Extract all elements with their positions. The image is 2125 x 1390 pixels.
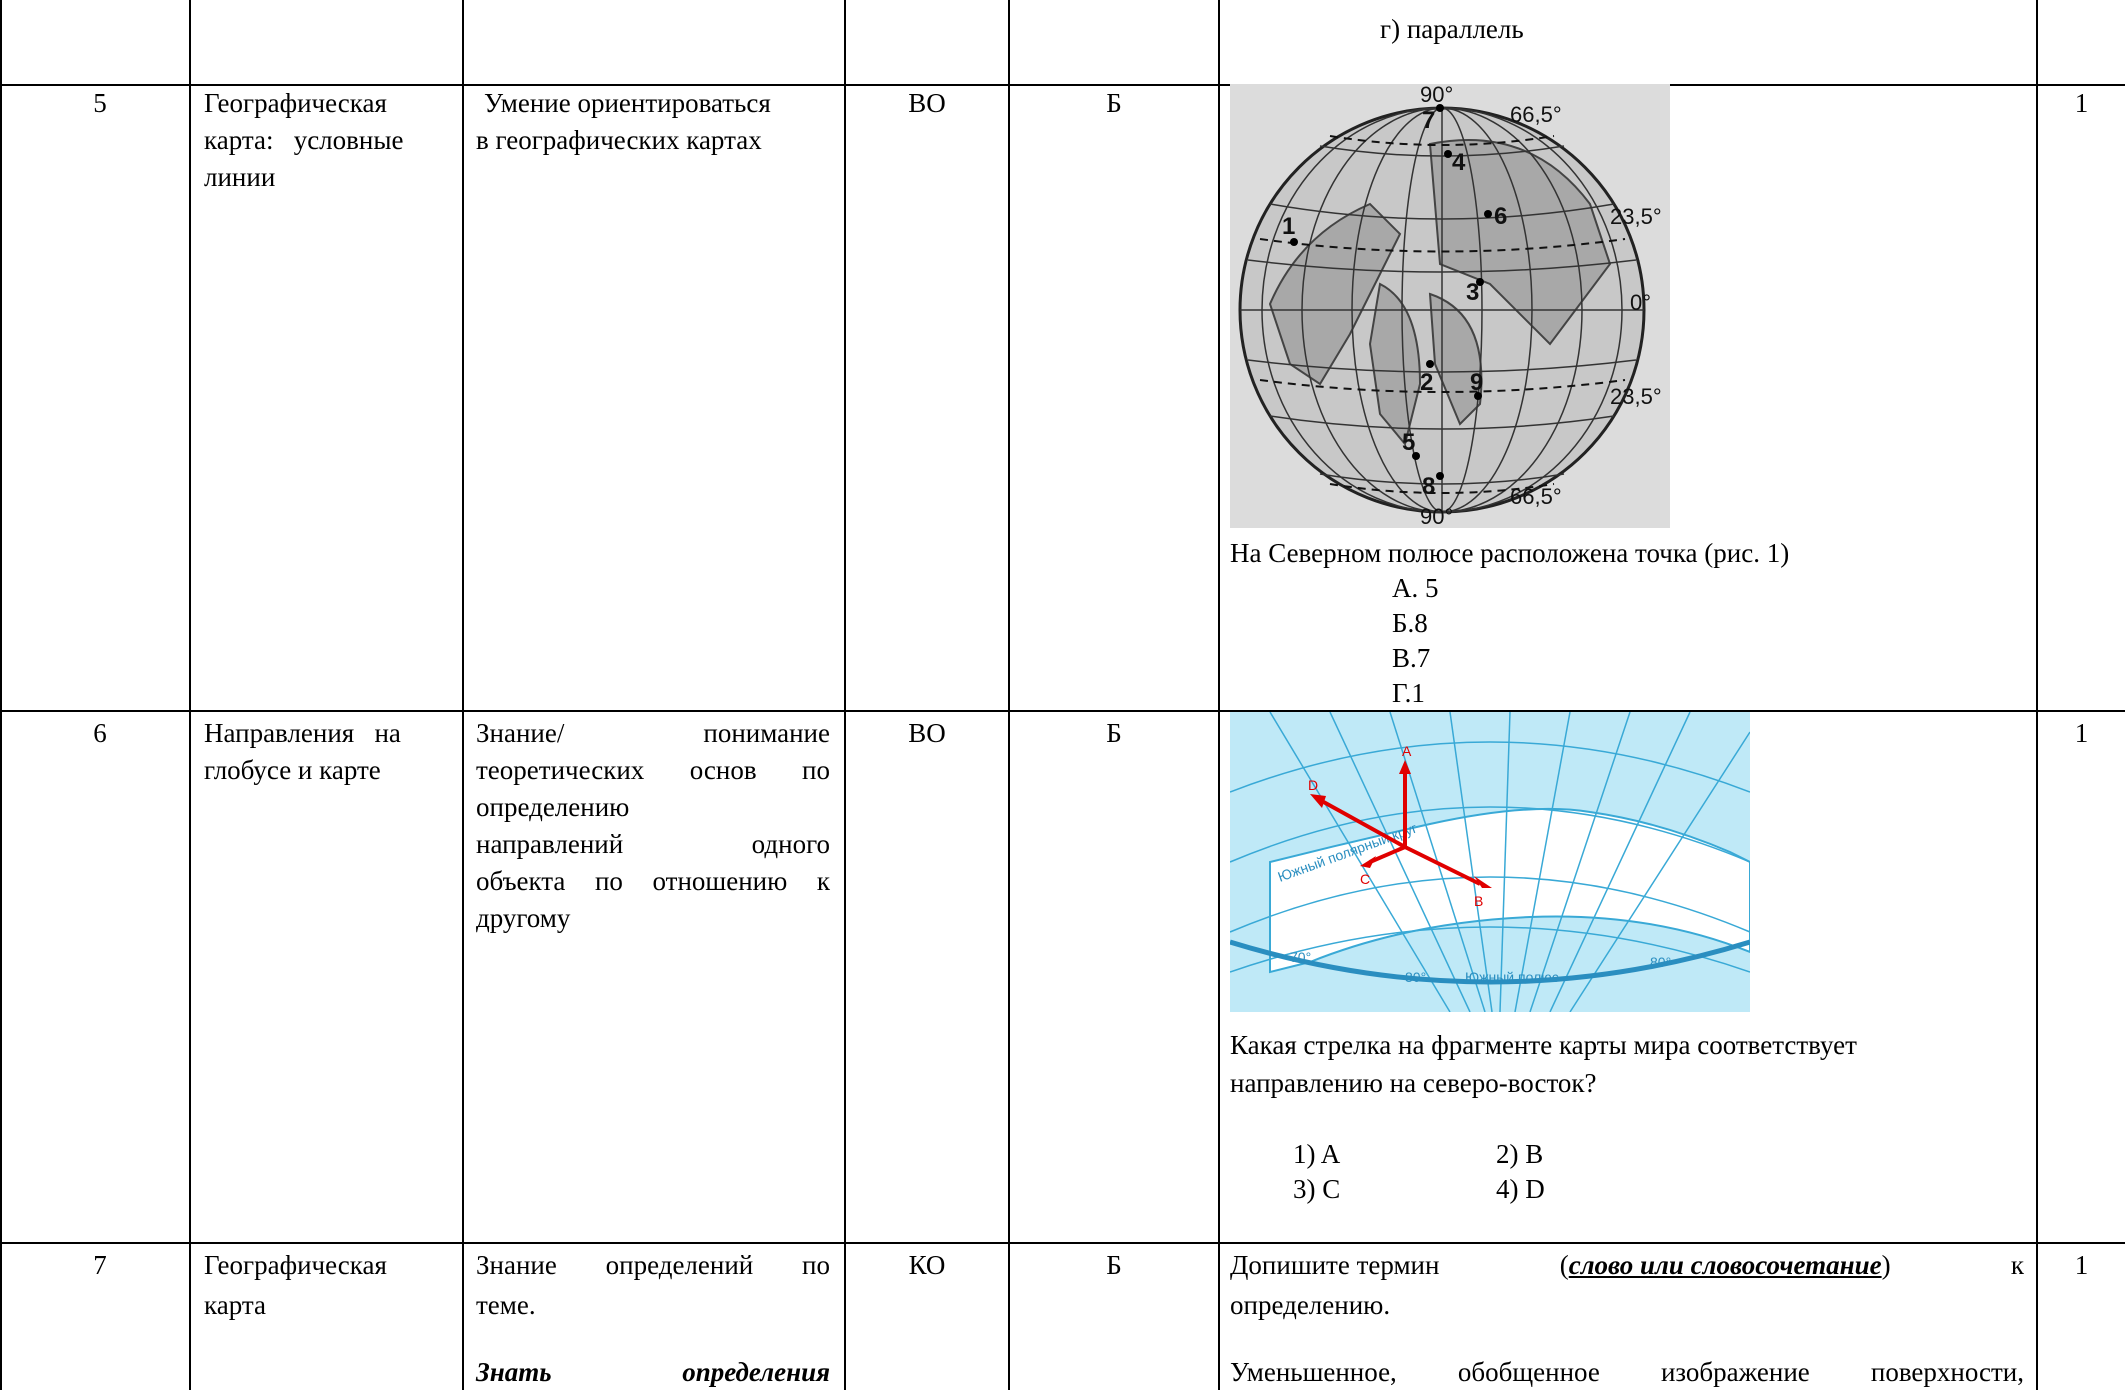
point-label: 6 xyxy=(1494,203,1507,230)
skill-line: теме. xyxy=(476,1290,536,1320)
point-label: 9 xyxy=(1470,369,1483,396)
arrow-labels: A B C D xyxy=(1308,743,1483,909)
answer-option: 2) B xyxy=(1496,1139,1544,1169)
point-label: 8 xyxy=(1422,473,1435,500)
score: 1 xyxy=(2074,718,2089,748)
map-label: 70° xyxy=(1290,949,1311,965)
continent xyxy=(1269,807,1750,974)
polar-map-figure: Южный полярный круг Южный полюс 70° 80° … xyxy=(1230,712,1750,1012)
prev-answer-g: г) параллель xyxy=(1380,14,1524,44)
degree-label: 90° xyxy=(1420,504,1453,528)
question-line-1: Допишите термин (слово или словосочетани… xyxy=(1230,1248,2024,1283)
topic-line: линии xyxy=(204,162,276,192)
map-label: 80° xyxy=(1650,954,1671,970)
topic-line: карта xyxy=(204,1290,266,1320)
arrow-label: A xyxy=(1402,743,1412,759)
question-line-3: Уменьшенное, обобщенное изображение пове… xyxy=(1230,1357,2024,1387)
degree-label: 23,5° xyxy=(1610,384,1662,409)
answer-option: А. 5 xyxy=(1392,573,1439,603)
arrow-label: B xyxy=(1474,893,1483,909)
answer-option: 4) D xyxy=(1496,1174,1545,1204)
point-labels: 1 2 3 4 5 6 7 8 9 xyxy=(1282,107,1507,500)
score: 1 xyxy=(2074,88,2089,118)
task-level: Б xyxy=(1106,88,1122,118)
point-label: 7 xyxy=(1422,107,1435,134)
skill-line: Умение ориентироваться xyxy=(484,88,771,118)
skill-line: теоретических основ по xyxy=(476,755,830,785)
points xyxy=(1290,104,1492,480)
topic-line: Направления на xyxy=(204,718,401,748)
skill-line: в географических картах xyxy=(476,125,762,155)
answer-option: Г.1 xyxy=(1392,678,1425,708)
point-label: 5 xyxy=(1402,429,1415,456)
task-level: Б xyxy=(1106,1250,1122,1280)
degree-label: 0° xyxy=(1630,290,1651,315)
arrow-label: C xyxy=(1360,871,1370,887)
answer-option: В.7 xyxy=(1392,643,1431,673)
topic-line: глобусе и карте xyxy=(204,755,381,785)
direction-arrows xyxy=(1310,760,1492,888)
skill-line: направлений одного xyxy=(476,829,830,859)
question-post: к xyxy=(2010,1250,2024,1280)
answer-option: 1) A xyxy=(1293,1139,1341,1169)
task-type: КО xyxy=(908,1250,946,1280)
row-number: 6 xyxy=(93,718,107,748)
skill-line: объекта по отношению к xyxy=(476,866,830,896)
map-label: Южный полюс xyxy=(1465,969,1559,985)
globe-figure: 90° 66,5° 23,5° 0° 23,5° 66,5° 90° 1 2 3… xyxy=(1230,84,1670,528)
map-label: 80° xyxy=(1405,969,1426,985)
row-number: 5 xyxy=(93,88,107,118)
answer-option: 3) C xyxy=(1293,1174,1341,1204)
point-label: 4 xyxy=(1452,149,1466,176)
skill-line: Знание/ понимание xyxy=(476,718,830,748)
point-label: 3 xyxy=(1466,279,1479,306)
degree-label: 23,5° xyxy=(1610,204,1662,229)
degree-label: 66,5° xyxy=(1510,102,1562,127)
question-line: Какая стрелка на фрагменте карты мира со… xyxy=(1230,1030,1857,1060)
point-label: 1 xyxy=(1282,213,1295,240)
degree-label: 66,5° xyxy=(1510,484,1562,509)
arrow-label: D xyxy=(1308,777,1318,793)
skill-line: определению xyxy=(476,792,630,822)
skill-line: Знание определений по xyxy=(476,1250,830,1280)
question-text: На Северном полюсе расположена точка (ри… xyxy=(1230,538,1790,568)
question-pre: Допишите термин xyxy=(1230,1250,1440,1280)
topic-line: Географическая xyxy=(204,88,387,118)
answer-option: Б.8 xyxy=(1392,608,1428,638)
point-label: 2 xyxy=(1420,369,1433,396)
task-level: Б xyxy=(1106,718,1122,748)
question-line-2: определению. xyxy=(1230,1290,1391,1320)
degree-label: 90° xyxy=(1420,84,1453,107)
score: 1 xyxy=(2074,1250,2089,1280)
topic-line: Географическая xyxy=(204,1250,387,1280)
row-number: 7 xyxy=(93,1250,107,1280)
question-emph-wrap: (слово или словосочетание) xyxy=(1559,1250,1891,1280)
task-type: ВО xyxy=(908,88,946,118)
task-type: ВО xyxy=(908,718,946,748)
degree-labels: 90° 66,5° 23,5° 0° 23,5° 66,5° 90° xyxy=(1420,84,1662,528)
question-emph: слово или словосочетание xyxy=(1568,1250,1882,1280)
tropics xyxy=(1259,135,1626,494)
skill-line: Знать определения xyxy=(476,1357,830,1387)
question-line: направлению на северо-восток? xyxy=(1230,1068,1597,1098)
grid-lines xyxy=(1230,712,1750,1012)
topic-line: карта: условные xyxy=(204,125,404,155)
parallels xyxy=(1240,145,1644,485)
skill-line: другому xyxy=(476,903,571,933)
